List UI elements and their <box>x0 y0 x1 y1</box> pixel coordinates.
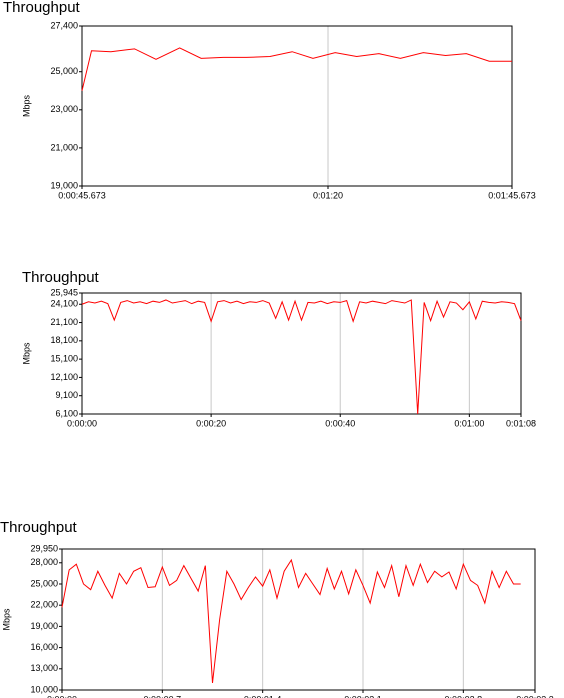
y-tick-label: 21,100 <box>50 317 78 327</box>
chart-title: Throughput <box>3 0 81 16</box>
y-tick-label: 10,000 <box>30 684 58 694</box>
x-tick-label: 0:00:45.673 <box>58 190 106 200</box>
x-tick-label: 0:01:00 <box>454 418 484 428</box>
x-tick-label: 0:01:45.673 <box>488 190 536 200</box>
data-line <box>81 47 512 91</box>
y-tick-label: 25,000 <box>30 578 58 588</box>
plot-frame <box>81 25 513 187</box>
y-tick-label: 25,945 <box>50 287 78 297</box>
x-tick-label: 0:00:01.4 <box>244 694 282 698</box>
x-tick-label: 0:00:02.1 <box>344 694 382 698</box>
y-tick-label: 28,000 <box>30 557 58 567</box>
y-tick-label: 25,000 <box>50 66 78 76</box>
x-tick-label: 0:00:02.8 <box>445 694 483 698</box>
y-tick-label: 9,100 <box>55 390 78 400</box>
y-tick-label: 6,100 <box>55 408 78 418</box>
x-tick-label: 0:00:00 <box>47 694 77 698</box>
y-tick-label: 19,000 <box>30 621 58 631</box>
y-tick-label: 29,950 <box>30 543 58 553</box>
y-tick-label: 18,100 <box>50 335 78 345</box>
x-tick-label: 0:00:03.3 <box>516 694 554 698</box>
y-tick-label: 22,000 <box>30 600 58 610</box>
y-axis-label: Mbps <box>1 608 11 631</box>
x-tick-label: 0:00:00.7 <box>144 694 182 698</box>
x-tick-label: 0:01:20 <box>313 190 343 200</box>
data-line <box>61 558 521 683</box>
y-axis-label: Mbps <box>21 95 31 118</box>
x-tick-label: 0:00:00 <box>67 418 97 428</box>
data-line <box>81 299 522 415</box>
y-axis-label: Mbps <box>21 342 31 365</box>
chart-title: Throughput <box>0 519 78 536</box>
x-tick-label: 0:01:08 <box>506 418 536 428</box>
x-tick-label: 0:00:20 <box>196 418 226 428</box>
plot-frame <box>61 548 536 691</box>
y-tick-label: 13,000 <box>30 663 58 673</box>
y-tick-label: 27,400 <box>50 20 78 30</box>
y-tick-label: 23,000 <box>50 104 78 114</box>
chart-title: Throughput <box>22 269 100 286</box>
y-tick-label: 12,100 <box>50 372 78 382</box>
y-tick-label: 19,000 <box>50 180 78 190</box>
y-tick-label: 24,100 <box>50 299 78 309</box>
x-tick-label: 0:00:40 <box>325 418 355 428</box>
y-tick-label: 21,000 <box>50 142 78 152</box>
y-tick-label: 15,100 <box>50 353 78 363</box>
y-tick-label: 16,000 <box>30 642 58 652</box>
plot-frame <box>81 292 522 415</box>
